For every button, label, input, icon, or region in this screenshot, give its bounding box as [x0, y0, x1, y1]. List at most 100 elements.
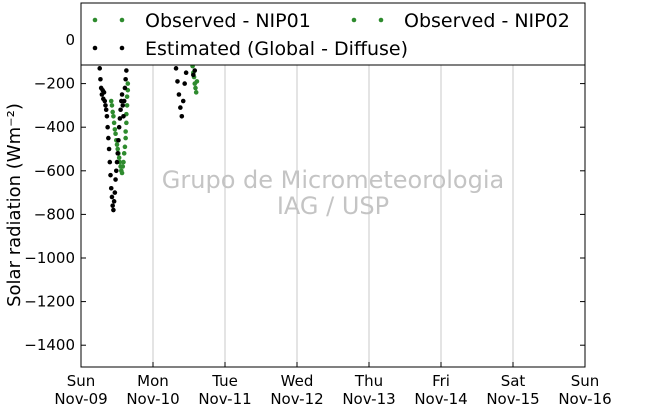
legend-marker	[119, 45, 125, 51]
y-axis-label: Solar radiation (Wm⁻²)	[4, 103, 25, 307]
x-tick-day: Tue	[211, 372, 238, 390]
data-point	[110, 203, 115, 208]
legend-entry: Observed - NIP01	[92, 10, 311, 32]
data-point	[175, 79, 180, 84]
data-point	[115, 146, 121, 152]
data-point	[124, 120, 129, 126]
data-point	[113, 168, 119, 174]
x-tick-date: Nov-09	[54, 390, 107, 408]
data-point	[112, 190, 118, 195]
x-tick-day: Wed	[281, 372, 314, 390]
data-point	[119, 170, 125, 176]
x-tick-date: Nov-15	[486, 390, 539, 408]
x-tick-date: Nov-12	[270, 390, 323, 408]
data-point	[109, 103, 115, 108]
y-tick-label: −400	[34, 118, 75, 136]
legend-marker	[92, 45, 98, 51]
data-point	[106, 135, 111, 141]
data-point	[193, 85, 198, 91]
legend-label: Estimated (Global - Diffuse)	[145, 38, 408, 60]
data-point	[120, 103, 126, 108]
data-point	[193, 90, 199, 95]
legend-marker	[378, 17, 384, 23]
legend-label: Observed - NIP02	[404, 10, 570, 32]
x-tick-day: Sat	[501, 372, 526, 390]
legend-marker	[351, 17, 357, 23]
data-point	[108, 98, 114, 104]
data-point	[124, 94, 130, 99]
data-point	[124, 68, 129, 73]
data-point	[121, 98, 127, 104]
legend: Observed - NIP01 Observed - NIP02 Estimate…	[80, 2, 586, 66]
data-point	[113, 131, 118, 137]
y-tick-label: −1400	[24, 336, 75, 354]
legend-marker	[92, 17, 98, 23]
data-point	[124, 103, 130, 108]
x-tick-date: Nov-14	[414, 390, 467, 408]
legend-label: Observed - NIP01	[145, 10, 311, 32]
x-tick-date: Nov-11	[198, 390, 251, 408]
watermark: Grupo de Micrometeorologia IAG / USP	[162, 166, 504, 220]
data-point	[179, 114, 185, 119]
data-point	[98, 76, 103, 82]
data-point	[122, 85, 128, 91]
y-tick-label: −600	[34, 162, 75, 180]
data-point	[103, 103, 108, 108]
x-tick-day: Mon	[137, 372, 169, 390]
data-point	[112, 127, 118, 132]
data-point	[121, 159, 126, 165]
x-tick-day: Sun	[67, 372, 96, 390]
series-1	[108, 63, 200, 174]
data-point	[104, 114, 110, 119]
data-point	[111, 199, 117, 204]
watermark-line-2: IAG / USP	[277, 192, 389, 220]
data-point	[111, 120, 117, 126]
legend-marker	[119, 17, 125, 23]
legend-box	[80, 2, 586, 66]
data-point	[180, 98, 186, 104]
data-point	[123, 135, 128, 141]
data-point	[123, 129, 128, 134]
x-tick-date: Nov-10	[126, 390, 179, 408]
y-tick-label: −200	[34, 75, 75, 93]
data-point	[111, 207, 116, 213]
data-point	[116, 124, 122, 130]
data-point	[102, 98, 108, 104]
data-point	[183, 70, 189, 75]
y-tick-label: −1000	[24, 249, 75, 267]
y-tick-label: −800	[34, 205, 75, 223]
data-point	[115, 151, 121, 156]
x-tick-day: Thu	[354, 372, 383, 390]
data-point	[114, 159, 120, 165]
y-tick-label: 0	[65, 31, 75, 49]
data-point	[173, 66, 179, 71]
vertical-grid	[152, 40, 514, 367]
data-point	[117, 116, 123, 121]
data-point	[182, 81, 187, 86]
data-point	[191, 72, 196, 78]
data-point	[122, 144, 128, 150]
data-point	[116, 137, 121, 143]
data-point	[118, 107, 123, 113]
x-tick-date: Nov-13	[342, 390, 395, 408]
y-tick-label: −1200	[24, 293, 75, 311]
legend-entry: Estimated (Global - Diffuse)	[92, 38, 408, 60]
data-point	[123, 76, 128, 82]
x-tick-day: Fri	[432, 372, 450, 390]
data-point	[111, 114, 116, 119]
legend-entry: Observed - NIP02	[351, 10, 570, 32]
data-point	[192, 68, 198, 73]
data-point	[176, 92, 182, 97]
data-point	[110, 109, 115, 115]
data-point	[116, 155, 122, 161]
data-point	[103, 107, 109, 113]
x-tick-day: Sun	[571, 372, 600, 390]
data-point	[121, 114, 126, 119]
data-point	[108, 185, 114, 191]
watermark-line-1: Grupo de Micrometeorologia	[162, 166, 504, 194]
data-point	[125, 81, 131, 86]
data-point	[119, 92, 125, 97]
data-point	[114, 142, 120, 147]
data-point	[109, 194, 115, 200]
